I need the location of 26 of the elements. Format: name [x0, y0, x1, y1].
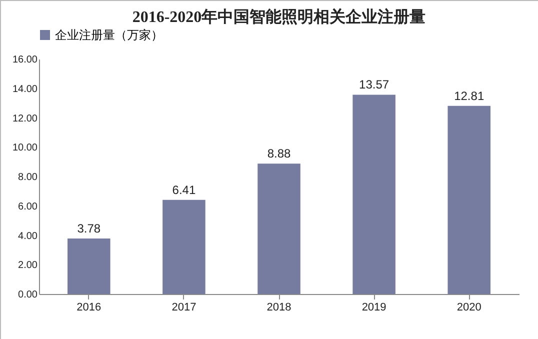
x-tick-label: 2018 [266, 302, 292, 314]
y-tick-label: 16.00 [12, 54, 38, 66]
bar [448, 106, 490, 294]
data-label: 12.81 [454, 88, 484, 103]
bar [162, 200, 206, 294]
bar [352, 94, 396, 294]
data-label: 3.78 [77, 221, 101, 236]
x-tick-label: 2017 [172, 302, 196, 314]
y-tick-label: 14.00 [12, 84, 38, 95]
data-label: 8.88 [267, 146, 291, 161]
legend-label: 企业注册量（万家） [55, 28, 163, 42]
y-tick-label: 6.00 [18, 201, 38, 212]
y-tick-label: 0.00 [18, 290, 38, 300]
bar [258, 164, 300, 294]
x-tick-label: 2019 [362, 302, 386, 314]
y-tick-label: 12.00 [12, 113, 38, 124]
chart-title: 2016-2020年中国智能照明相关企业注册量 [132, 8, 426, 26]
x-tick-label: 2016 [76, 302, 102, 314]
y-tick-label: 4.00 [18, 230, 38, 242]
x-tick-label: 2020 [456, 302, 482, 314]
data-label: 13.57 [359, 78, 390, 92]
y-tick-label: 2.00 [18, 260, 38, 272]
y-tick-label: 10.00 [12, 142, 38, 154]
y-tick-label: 8.00 [18, 172, 38, 183]
data-label: 6.41 [172, 182, 196, 197]
bar [68, 238, 110, 294]
